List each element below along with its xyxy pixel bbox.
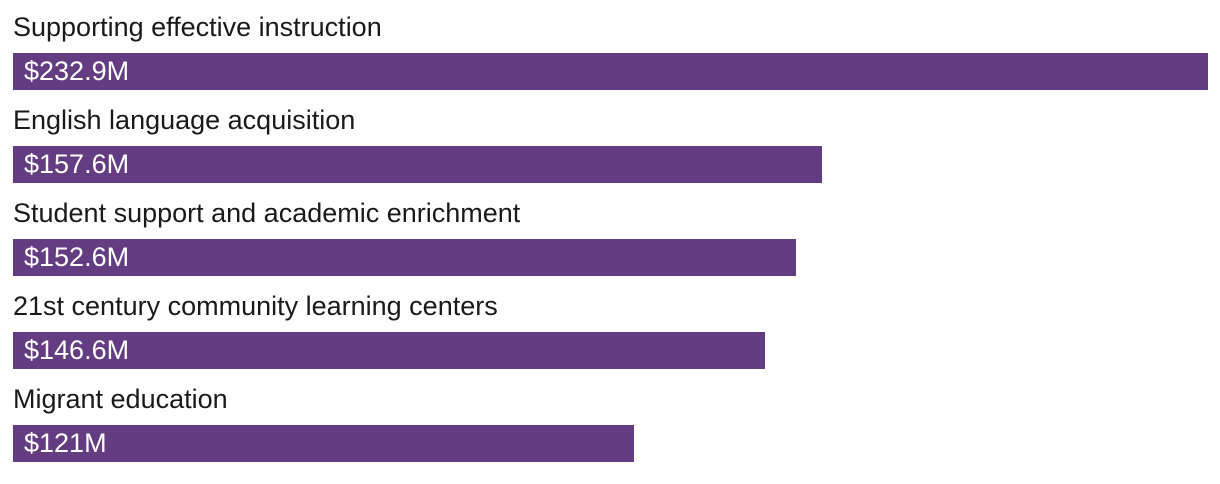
value-label: $232.9M [24,56,130,86]
bar-row: English language acquisition $157.6M [13,103,1208,183]
bar: $121M [13,425,634,462]
bar-track: $152.6M [13,239,1208,276]
bar-track: $146.6M [13,332,1208,369]
value-label: $146.6M [24,335,130,365]
bar-row: Student support and academic enrichment … [13,196,1208,276]
bar-track: $157.6M [13,146,1208,183]
category-label: Student support and academic enrichment [13,198,521,228]
bar: $157.6M [13,146,822,183]
category-label: Supporting effective instruction [13,12,382,42]
bar-row: Supporting effective instruction $232.9M [13,10,1208,90]
bar-row: Migrant education $121M [13,382,1208,462]
value-label: $121M [24,428,107,458]
bar: $152.6M [13,239,796,276]
category-label: English language acquisition [13,105,356,135]
category-label: 21st century community learning centers [13,291,498,321]
value-label: $157.6M [24,149,130,179]
category-label: Migrant education [13,384,228,414]
bar-track: $121M [13,425,1208,462]
bar: $146.6M [13,332,766,369]
bar-track: $232.9M [13,53,1208,90]
bar-row: 21st century community learning centers … [13,289,1208,369]
bar: $232.9M [13,53,1208,90]
value-label: $152.6M [24,242,130,272]
